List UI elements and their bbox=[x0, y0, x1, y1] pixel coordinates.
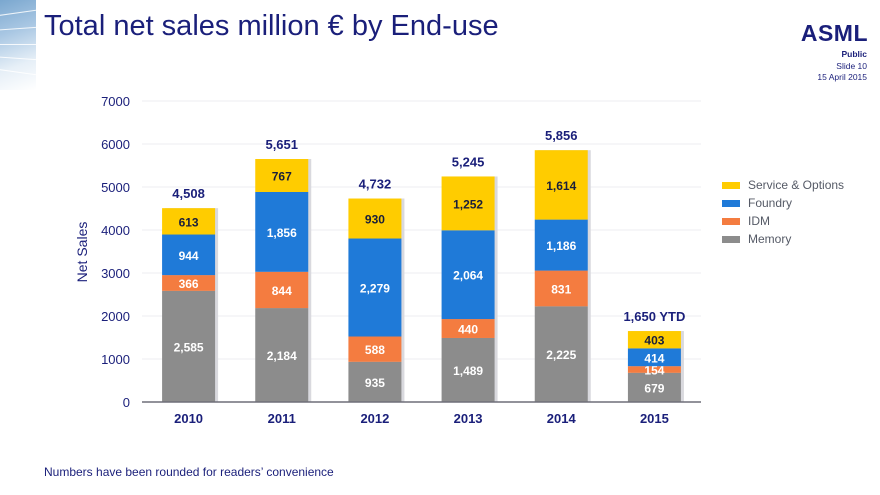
slide-number: Slide 10 bbox=[836, 60, 867, 71]
slide-date: 15 April 2015 bbox=[817, 72, 867, 82]
bar-segment-idm bbox=[255, 271, 309, 309]
chart-legend: Service & Options Foundry IDM Memory bbox=[722, 176, 844, 248]
legend-item: IDM bbox=[722, 212, 844, 230]
data-label: 1,489 bbox=[453, 364, 483, 378]
x-tick-label: 2014 bbox=[547, 411, 577, 426]
bar-segment-memory bbox=[627, 372, 681, 402]
legend-label: Foundry bbox=[748, 196, 793, 210]
data-label: 2,585 bbox=[174, 340, 204, 354]
total-label: 5,856 bbox=[545, 128, 578, 143]
legend-swatch bbox=[722, 199, 740, 207]
legend-label: Memory bbox=[748, 232, 792, 246]
data-label: 613 bbox=[179, 215, 199, 229]
data-label: 767 bbox=[272, 169, 292, 183]
bar-segment-foundry bbox=[348, 238, 402, 337]
total-label: 4,732 bbox=[359, 177, 392, 192]
y-tick-label: 7000 bbox=[101, 94, 130, 109]
bar-segment-idm bbox=[627, 366, 681, 373]
y-tick-label: 0 bbox=[123, 395, 130, 410]
data-label: 588 bbox=[365, 343, 385, 357]
classification-label: Public bbox=[841, 49, 867, 59]
bar-segment-idm bbox=[162, 275, 216, 291]
total-label: 4,508 bbox=[172, 186, 205, 201]
x-tick-label: 2011 bbox=[268, 411, 296, 426]
bar-segment-service-options bbox=[627, 331, 681, 349]
total-label: 1,650 YTD bbox=[623, 309, 685, 324]
data-label: 2,225 bbox=[546, 348, 576, 362]
legend-item: Memory bbox=[722, 230, 844, 248]
data-label: 1,252 bbox=[453, 197, 483, 211]
bar-segment-memory bbox=[162, 290, 216, 402]
footnote: Numbers have been rounded for readers’ c… bbox=[44, 465, 334, 479]
legend-swatch bbox=[722, 217, 740, 225]
data-label: 930 bbox=[365, 213, 385, 227]
decorative-light-rays bbox=[0, 0, 36, 90]
y-tick-label: 6000 bbox=[101, 137, 130, 152]
bar-segment-foundry bbox=[255, 191, 309, 272]
y-axis-label: Net Sales bbox=[74, 222, 90, 283]
bar-segment-foundry bbox=[627, 348, 681, 367]
y-tick-label: 3000 bbox=[101, 266, 130, 281]
bar-segment-memory bbox=[348, 361, 402, 402]
y-tick-label: 1000 bbox=[101, 352, 130, 367]
bar-segment-idm bbox=[534, 270, 588, 307]
x-tick-label: 2012 bbox=[360, 411, 389, 426]
y-tick-label: 5000 bbox=[101, 180, 130, 195]
data-label: 1,856 bbox=[267, 226, 297, 240]
data-label: 944 bbox=[179, 249, 199, 263]
legend-label: IDM bbox=[748, 214, 770, 228]
data-label: 844 bbox=[272, 284, 292, 298]
data-label: 2,064 bbox=[453, 269, 483, 283]
legend-label: Service & Options bbox=[748, 178, 845, 192]
legend-item: Service & Options bbox=[722, 176, 844, 194]
data-label: 679 bbox=[644, 381, 664, 395]
data-label: 414 bbox=[644, 351, 664, 365]
bar-segment-service-options bbox=[162, 208, 216, 235]
data-label: 1,186 bbox=[546, 239, 576, 253]
bar-segment-memory bbox=[534, 306, 588, 402]
x-tick-label: 2013 bbox=[454, 411, 483, 426]
x-tick-label: 2015 bbox=[640, 411, 669, 426]
bar-segment-idm bbox=[348, 336, 402, 362]
slide-title: Total net sales million € by End-use bbox=[44, 10, 499, 42]
data-label: 403 bbox=[644, 334, 664, 348]
x-tick-label: 2010 bbox=[174, 411, 203, 426]
data-label: 440 bbox=[458, 323, 478, 337]
data-label: 831 bbox=[551, 282, 571, 296]
data-label: 935 bbox=[365, 376, 385, 390]
data-label: 366 bbox=[179, 277, 199, 291]
y-tick-label: 2000 bbox=[101, 309, 130, 324]
bar-segment-idm bbox=[441, 319, 495, 338]
bar-segment-foundry bbox=[162, 234, 216, 276]
total-label: 5,651 bbox=[265, 137, 298, 152]
bar-segment-service-options bbox=[255, 159, 309, 192]
data-label: 2,279 bbox=[360, 282, 390, 296]
data-label: 2,184 bbox=[267, 349, 297, 363]
legend-swatch bbox=[722, 181, 740, 189]
bar-segment-service-options bbox=[441, 176, 495, 231]
bar-segment-memory bbox=[441, 337, 495, 402]
data-label: 154 bbox=[644, 363, 664, 377]
bar-segment-service-options bbox=[348, 198, 402, 239]
data-label: 1,614 bbox=[546, 179, 576, 193]
legend-item: Foundry bbox=[722, 194, 844, 212]
bar-segment-foundry bbox=[441, 230, 495, 320]
bar-segment-memory bbox=[255, 308, 309, 402]
bar-segment-foundry bbox=[534, 219, 588, 271]
total-label: 5,245 bbox=[452, 154, 485, 169]
bar-segment-service-options bbox=[534, 150, 588, 220]
legend-swatch bbox=[722, 235, 740, 243]
slide-meta: Public Slide 10 15 April 2015 bbox=[817, 49, 867, 84]
y-tick-label: 4000 bbox=[101, 223, 130, 238]
asml-logo: ASML bbox=[800, 20, 868, 46]
